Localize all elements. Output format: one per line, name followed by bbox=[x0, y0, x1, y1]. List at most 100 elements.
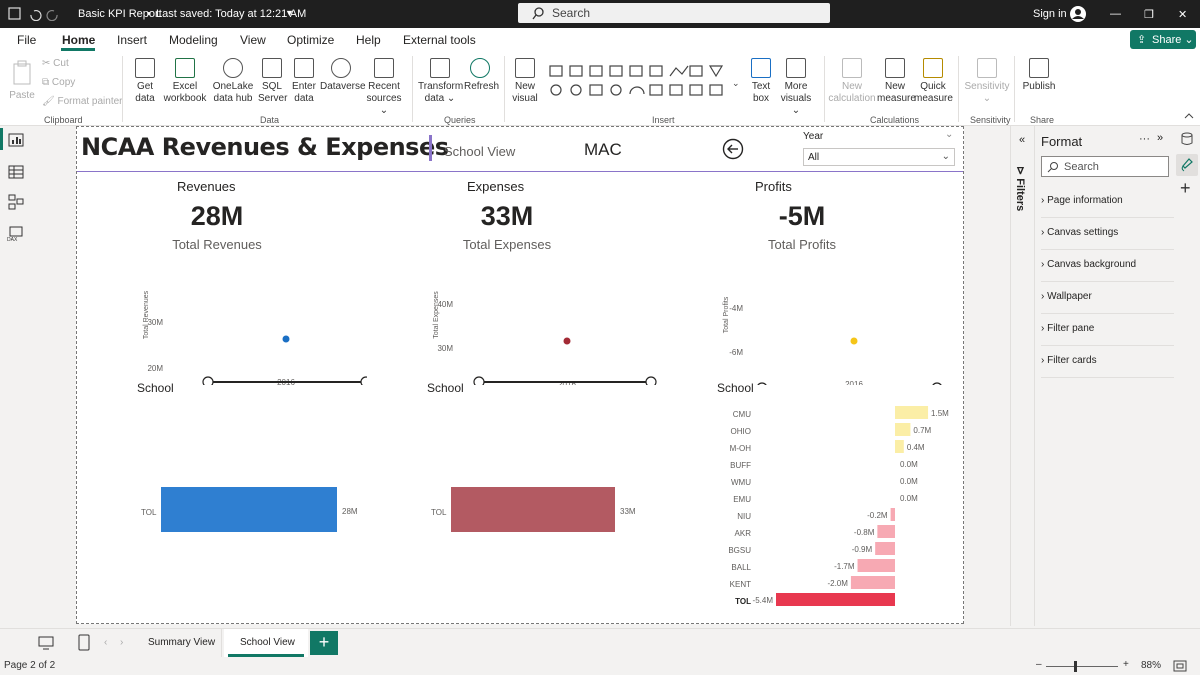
excel-workbook-button[interactable]: Excel workbook bbox=[163, 58, 207, 105]
enter-data-button[interactable]: Enter data bbox=[290, 58, 318, 105]
add-pane-icon[interactable]: + bbox=[1180, 178, 1191, 198]
kpi-trend-chart[interactable]: Total Revenues30M20M2016Year bbox=[133, 255, 367, 385]
global-search[interactable]: Search bbox=[518, 3, 830, 23]
sensitivity-button[interactable]: Sensitivity ⌄ bbox=[964, 58, 1010, 105]
close-icon[interactable]: ✕ bbox=[1178, 9, 1188, 21]
slider-handle-start[interactable] bbox=[757, 382, 767, 385]
collapse-left-icon[interactable]: « bbox=[1019, 134, 1026, 146]
new-measure-button[interactable]: New measure bbox=[877, 58, 916, 105]
dataverse-button[interactable]: Dataverse bbox=[320, 58, 366, 93]
bar[interactable] bbox=[890, 508, 895, 521]
bar[interactable] bbox=[895, 440, 904, 453]
zoom-out-icon[interactable]: – bbox=[1036, 659, 1042, 670]
onelake-button[interactable]: OneLake data hub bbox=[210, 58, 256, 105]
format-section-filter-cards[interactable]: › Filter cards bbox=[1041, 346, 1175, 378]
account-icon[interactable] bbox=[1069, 5, 1087, 23]
document-title[interactable]: Basic KPI Report bbox=[78, 8, 162, 20]
format-section-page-information[interactable]: › Page information bbox=[1041, 186, 1175, 218]
expand-right-icon[interactable]: » bbox=[1157, 132, 1164, 144]
restore-icon[interactable]: ❐ bbox=[1144, 9, 1154, 21]
mobile-layout-icon[interactable] bbox=[78, 634, 90, 652]
menu-modeling[interactable]: Modeling bbox=[169, 33, 218, 47]
chevron-down-icon[interactable]: ▼ bbox=[285, 8, 294, 18]
menu-help[interactable]: Help bbox=[356, 33, 381, 47]
filters-pane-collapsed[interactable]: « ⊳ Filters bbox=[1010, 126, 1034, 626]
format-section-wallpaper[interactable]: › Wallpaper bbox=[1041, 282, 1175, 314]
slider-handle-end[interactable] bbox=[932, 382, 942, 385]
collapse-ribbon-icon[interactable] bbox=[1184, 112, 1194, 120]
quick-measure-button[interactable]: Quick measure bbox=[914, 58, 953, 105]
slider-handle-start[interactable] bbox=[473, 376, 485, 385]
kpi-trend-chart[interactable]: Total Profits-4M-6M2016Year bbox=[713, 255, 957, 385]
menu-view[interactable]: View bbox=[240, 33, 266, 47]
bar[interactable] bbox=[875, 542, 895, 555]
bar[interactable] bbox=[451, 487, 615, 532]
school-bar-charts[interactable]: School School School TOL 28M TOL 33M CMU 1.5M OHI… bbox=[77, 377, 963, 623]
format-search-input[interactable]: Search bbox=[1041, 156, 1169, 177]
bar[interactable] bbox=[776, 593, 895, 606]
new-visual-button[interactable]: New visual bbox=[510, 58, 540, 105]
format-section-canvas-settings[interactable]: › Canvas settings bbox=[1041, 218, 1175, 250]
bar[interactable] bbox=[877, 525, 895, 538]
kpi-value[interactable]: 28M bbox=[190, 201, 244, 231]
sign-in-link[interactable]: Sign in bbox=[1033, 8, 1067, 20]
model-view-icon[interactable] bbox=[8, 194, 24, 210]
recent-sources-button[interactable]: Recent sources ⌄ bbox=[364, 58, 404, 117]
quick-access-icons[interactable] bbox=[8, 7, 68, 21]
more-options-icon[interactable]: ··· bbox=[1139, 133, 1150, 145]
bar[interactable] bbox=[895, 423, 911, 436]
minimize-icon[interactable]: — bbox=[1110, 8, 1121, 20]
kpi-value[interactable]: 33M bbox=[480, 201, 534, 231]
slider-handle-end[interactable] bbox=[645, 376, 657, 385]
refresh-button[interactable]: Refresh bbox=[464, 58, 499, 93]
page-tab-summary-view[interactable]: Summary View bbox=[136, 629, 222, 657]
back-arrow-icon[interactable] bbox=[722, 138, 744, 160]
new-calculation-button[interactable]: New calculation bbox=[828, 58, 876, 105]
zoom-in-icon[interactable]: + bbox=[1123, 659, 1129, 670]
bar[interactable] bbox=[895, 406, 929, 419]
bar[interactable] bbox=[857, 559, 895, 572]
menu-optimize[interactable]: Optimize bbox=[287, 33, 335, 47]
report-canvas[interactable]: NCAA Revenues & Expenses School View MAC… bbox=[76, 126, 964, 624]
menu-external-tools[interactable]: External tools bbox=[403, 33, 476, 47]
report-view-icon[interactable] bbox=[8, 132, 24, 148]
slider-handle-end[interactable] bbox=[360, 376, 367, 385]
year-slicer[interactable]: Year ⌄ All ⌄ bbox=[803, 129, 955, 169]
prev-page-icon[interactable]: ‹ bbox=[104, 637, 108, 648]
publish-button[interactable]: Publish bbox=[1020, 58, 1058, 93]
slicer-collapse-icon[interactable]: ⌄ bbox=[945, 129, 954, 140]
more-visuals-button[interactable]: More visuals ⌄ bbox=[776, 58, 816, 117]
kpi-trend-chart[interactable]: Total Expenses40M30M2016Year bbox=[423, 255, 657, 385]
slider-handle-start[interactable] bbox=[202, 376, 214, 385]
desktop-layout-icon[interactable] bbox=[38, 635, 54, 651]
zoom-slider-thumb[interactable] bbox=[1074, 661, 1077, 672]
menu-home[interactable]: Home bbox=[62, 33, 96, 47]
menu-file[interactable]: File bbox=[17, 33, 37, 47]
format-painter-button[interactable]: 🖌 Format painter bbox=[42, 96, 123, 107]
data-pane-icon[interactable] bbox=[1180, 132, 1194, 146]
get-data-button[interactable]: Get data bbox=[130, 58, 160, 105]
share-button[interactable]: ⇪ Share ⌄ bbox=[1130, 30, 1196, 49]
copy-button[interactable]: ⧉ Copy bbox=[42, 77, 76, 88]
bar[interactable] bbox=[850, 576, 895, 589]
menu-insert[interactable]: Insert bbox=[117, 33, 148, 47]
transform-data-button[interactable]: Transform data ⌄ bbox=[418, 58, 463, 105]
format-visual-button[interactable] bbox=[1176, 154, 1198, 176]
sql-server-button[interactable]: SQL Server bbox=[258, 58, 287, 105]
page-tab-school-view[interactable]: School View bbox=[224, 629, 308, 657]
next-page-icon[interactable]: › bbox=[120, 637, 124, 648]
cut-button[interactable]: ✂ Cut bbox=[42, 58, 69, 69]
slicer-dropdown[interactable]: All ⌄ bbox=[803, 148, 955, 166]
dax-query-icon[interactable]: DAX bbox=[7, 226, 25, 242]
fit-to-page-icon[interactable] bbox=[1173, 660, 1187, 672]
format-section-filter-pane[interactable]: › Filter pane bbox=[1041, 314, 1175, 346]
format-section-canvas-background[interactable]: › Canvas background bbox=[1041, 250, 1175, 282]
add-page-button[interactable]: + bbox=[310, 631, 338, 655]
zoom-slider[interactable] bbox=[1046, 666, 1118, 667]
bar[interactable] bbox=[161, 487, 337, 532]
table-view-icon[interactable] bbox=[8, 164, 24, 180]
kpi-value[interactable]: -5M bbox=[778, 201, 826, 231]
text-box-button[interactable]: Text box bbox=[748, 58, 774, 105]
visual-gallery[interactable]: ⌄ bbox=[546, 62, 742, 106]
paste-button[interactable]: Paste bbox=[8, 60, 36, 102]
